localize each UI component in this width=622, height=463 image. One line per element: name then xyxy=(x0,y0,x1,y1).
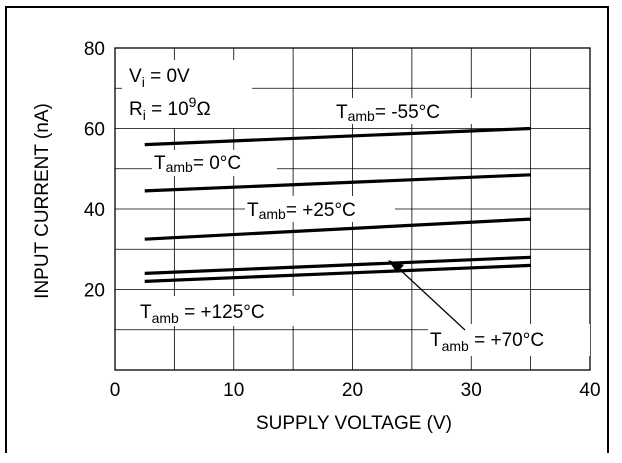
svg-text:Tamb= 0°C: Tamb= 0°C xyxy=(154,153,241,175)
series-line-1 xyxy=(144,173,531,193)
series-label-0: Tamb= 0°C xyxy=(152,150,277,176)
svg-text:Tamb = +70°C: Tamb = +70°C xyxy=(430,330,544,354)
chart-frame xyxy=(5,6,609,453)
x-axis-title: SUPPLY VOLTAGE (V) xyxy=(256,413,452,434)
x-tick-label: 10 xyxy=(223,380,244,401)
tick-labels: 0 10 20 30 40 20 40 60 80 xyxy=(84,39,601,401)
series-lines xyxy=(144,126,531,283)
series-label-125: Tamb = +125°C xyxy=(138,296,308,326)
pointer-arrow-70 xyxy=(388,260,466,331)
y-tick-label: 40 xyxy=(84,200,105,221)
ri-condition: Ri = 109Ω xyxy=(129,94,211,123)
y-tick-label: 60 xyxy=(84,120,105,141)
series-line-0 xyxy=(144,126,531,147)
x-tick-label: 30 xyxy=(461,380,482,401)
svg-text:Tamb = +125°C: Tamb = +125°C xyxy=(140,302,265,326)
series-line-2 xyxy=(144,217,531,241)
x-tick-label: 20 xyxy=(342,380,363,401)
y-tick-label: 80 xyxy=(84,39,105,60)
conditions-block: Vi = 0V Ri = 109Ω xyxy=(122,60,252,128)
y-tick-label: 20 xyxy=(84,281,105,302)
svg-text:Tamb= +25°C: Tamb= +25°C xyxy=(247,200,356,222)
x-tick-label: 40 xyxy=(579,380,600,401)
y-axis-title: INPUT CURRENT (nA) xyxy=(32,103,53,299)
series-label-25: Tamb= +25°C xyxy=(245,196,395,222)
series-label-m55: Tamb= -55°C xyxy=(334,98,474,124)
vi-condition: Vi = 0V xyxy=(129,66,190,90)
series-line-3 xyxy=(144,255,531,275)
axes xyxy=(114,47,591,371)
svg-text:Tamb= -55°C: Tamb= -55°C xyxy=(336,102,440,124)
plot-area-border xyxy=(114,47,591,371)
conditions-bg xyxy=(122,60,252,128)
x-tick-label: 0 xyxy=(110,380,121,401)
series-label-70: Tamb = +70°C xyxy=(428,324,590,356)
series-line-4 xyxy=(144,263,531,283)
